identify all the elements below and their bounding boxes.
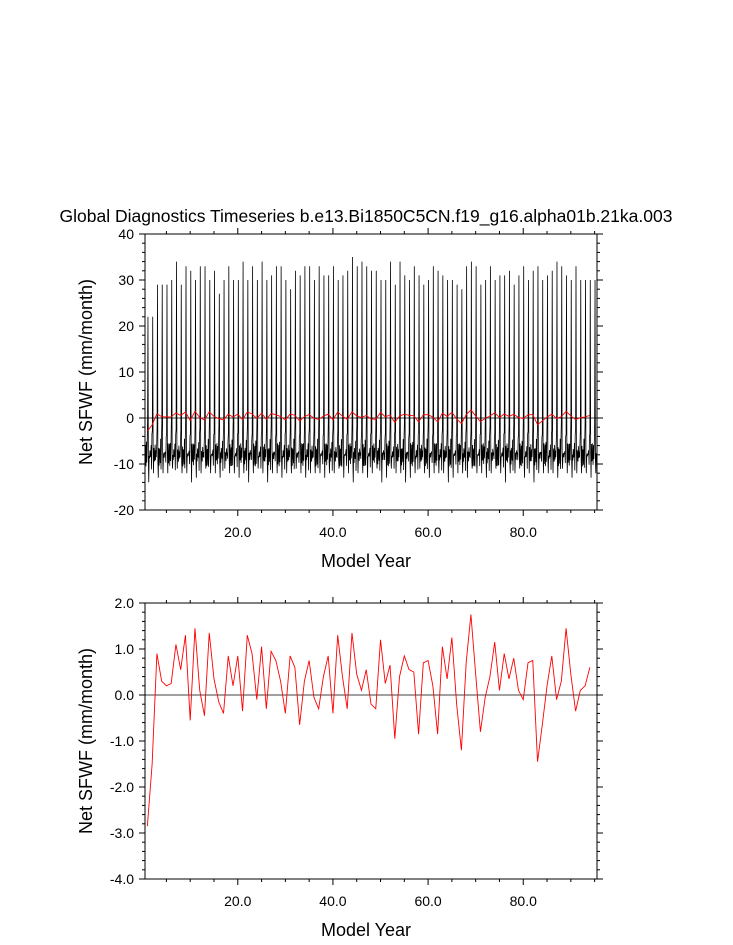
x-tick-label: 80.0 [510,893,537,909]
y-tick-label: 40 [118,226,134,242]
annual-series-line [146,614,591,827]
y-tick-label: -1.0 [110,733,134,749]
y-tick-label: 10 [118,364,134,380]
y-tick-label: 20 [118,318,134,334]
monthly-panel: -20 -10 0 10 20 30 40 20.0 40.0 60.0 80.0 Model Yea… [76,226,603,571]
y-axis-label: Net SFWF (mm/month) [76,279,96,465]
figure-title: Global Diagnostics Timeseries b.e13.Bi18… [60,206,673,227]
y-tick-label: 0.0 [115,687,135,703]
y-tick-label: -10 [114,456,134,472]
annual-panel: -4.0 -3.0 -2.0 -1.0 0.0 1.0 2.0 20.0 40.0 60.0 80.… [76,595,603,940]
y-axis-label: Net SFWF (mm/month) [76,648,96,834]
y-tick-label: -2.0 [110,779,134,795]
x-tick-label: 40.0 [319,893,346,909]
monthly-series-line [145,256,597,483]
y-tick-label: 2.0 [115,595,135,611]
x-axis-label: Model Year [321,551,411,571]
x-tick-label: 80.0 [510,524,537,540]
x-tick-label: 20.0 [224,893,251,909]
plot-frame [144,602,598,880]
y-tick-label: -4.0 [110,871,134,887]
y-tick-label: -20 [114,502,134,518]
y-tick-label: 30 [118,272,134,288]
x-axis-label: Model Year [321,920,411,940]
y-tick-label: 0 [126,410,134,426]
x-tick-label: 60.0 [414,524,441,540]
x-tick-label: 40.0 [319,524,346,540]
y-tick-label: 1.0 [115,641,135,657]
x-tick-label: 60.0 [414,893,441,909]
annual-series-line [147,409,591,432]
y-tick-label: -3.0 [110,825,134,841]
x-tick-label: 20.0 [224,524,251,540]
